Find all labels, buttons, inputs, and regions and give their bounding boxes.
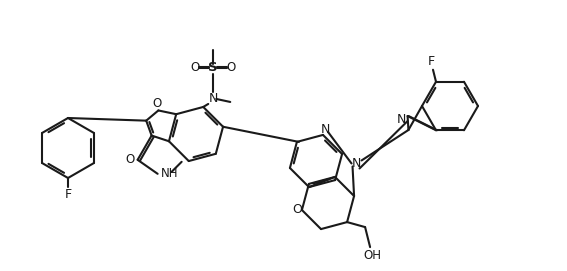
Text: O: O	[292, 204, 302, 217]
Text: N: N	[352, 157, 361, 170]
Text: F: F	[65, 188, 71, 201]
Text: O: O	[191, 62, 200, 75]
Text: O: O	[125, 153, 134, 166]
Text: NH: NH	[160, 167, 178, 180]
Text: N: N	[397, 112, 407, 125]
Text: N: N	[209, 92, 218, 105]
Text: OH: OH	[363, 249, 381, 262]
Text: S: S	[209, 62, 218, 75]
Text: F: F	[428, 55, 434, 68]
Text: O: O	[153, 97, 162, 110]
Text: O: O	[227, 62, 236, 75]
Text: N: N	[320, 123, 329, 136]
